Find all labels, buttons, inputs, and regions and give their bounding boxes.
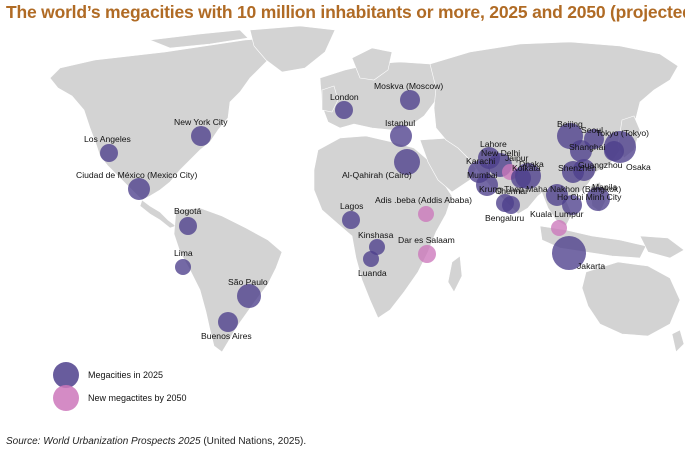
city-marker-bogota[interactable] <box>179 217 197 235</box>
city-label-los-angeles: Los Angeles <box>84 134 131 144</box>
land-scandinavia <box>351 47 393 81</box>
city-label-istanbul: Istanbul <box>385 118 415 128</box>
city-label-adis-beba-addis-ababa: Adis .beba (Addis Ababa) <box>375 195 472 205</box>
city-marker-shanghai[interactable] <box>570 140 592 162</box>
city-marker-kuala-lumpur[interactable] <box>551 220 567 236</box>
city-label-dar-es-salaam: Dar es Salaam <box>398 235 455 245</box>
city-label-osaka: Osaka <box>626 162 651 172</box>
city-label-manila: Manila <box>592 182 618 192</box>
city-marker-krung-thep-maha-nakhon-bangkok[interactable] <box>546 184 568 206</box>
city-label-karachi: Karachi <box>466 156 495 166</box>
city-marker-lagos[interactable] <box>342 211 360 229</box>
city-marker-manila[interactable] <box>586 187 610 211</box>
land-uk <box>321 85 339 113</box>
city-label-luanda: Luanda <box>358 268 387 278</box>
source-prefix: Source: World Urbanization Prospects 202… <box>6 436 201 447</box>
city-labels: London Moskva (Moscow) Istanbul New York Ci… <box>76 81 651 341</box>
map-title: The world’s megacities with 10 million i… <box>6 2 685 22</box>
city-label-lagos: Lagos <box>340 201 363 211</box>
land-central-america <box>139 199 177 229</box>
city-label-lahore: Lahore <box>480 139 507 149</box>
city-label-mumbai: Mumbai <box>467 170 498 180</box>
land-greenland <box>249 25 336 73</box>
city-marker-ho-chi-minh-city[interactable] <box>562 195 582 215</box>
city-label-sao-paulo: São Paulo <box>228 277 268 287</box>
city-label-dhaka: Dhaka <box>519 159 544 169</box>
city-label-kinshasa: Kinshasa <box>358 230 394 240</box>
city-label-london: London <box>330 92 359 102</box>
land-australia <box>581 261 681 337</box>
source-suffix: (United Nations, 2025). <box>200 436 307 447</box>
city-marker-dar-es-salaam[interactable] <box>418 245 436 263</box>
city-marker-istanbul[interactable] <box>390 125 412 147</box>
city-marker-sao-paulo[interactable] <box>237 284 261 308</box>
city-marker-new-york-city[interactable] <box>191 126 211 146</box>
city-label-jakarta: Jakarta <box>577 261 605 271</box>
city-marker-kinshasa[interactable] <box>369 239 385 255</box>
city-marker-los-angeles[interactable] <box>100 144 118 162</box>
city-marker-mumbai[interactable] <box>476 174 498 196</box>
land-new-zealand <box>671 329 685 353</box>
city-label-beijing: Beijing <box>557 119 583 129</box>
city-label-new-delhi: New Delhi <box>481 148 520 158</box>
legend-marker-2025 <box>53 362 79 388</box>
city-marker-guangzhou[interactable] <box>573 159 595 181</box>
city-marker-adis-beba-addis-ababa[interactable] <box>418 206 434 222</box>
legend: Megacities in 2025 New megactites by 205… <box>53 362 187 411</box>
land-madagascar <box>447 255 463 293</box>
city-label-shanghai: Shanghai <box>569 142 605 152</box>
city-marker-buenos-aires[interactable] <box>218 312 238 332</box>
city-label-ho-chi-minh-city: Ho Chi Minh City <box>557 192 622 202</box>
city-label-kolkata: Kolkata <box>512 163 541 173</box>
cities-layer: London Moskva (Moscow) Istanbul New York Ci… <box>76 81 651 341</box>
city-marker-osaka[interactable] <box>604 141 624 161</box>
city-label-buenos-aires: Buenos Aires <box>201 331 252 341</box>
city-marker-jakarta[interactable] <box>552 236 586 270</box>
city-marker-al-qahirah-cairo[interactable] <box>394 149 420 175</box>
city-marker-luanda[interactable] <box>363 251 379 267</box>
city-marker-kolkata[interactable] <box>511 168 531 188</box>
city-label-al-qahirah-cairo: Al-Qahirah (Cairo) <box>342 170 412 180</box>
city-label-bengaluru: Bengaluru <box>485 213 524 223</box>
city-marker-london[interactable] <box>335 101 353 119</box>
land-new-guinea <box>639 235 685 259</box>
legend-label-2025: Megacities in 2025 <box>88 370 163 380</box>
land-africa <box>313 135 453 319</box>
city-label-seoul: Seoul <box>581 125 603 135</box>
city-label-kuala-lumpur: Kuala Lumpur <box>530 209 584 219</box>
city-label-krung-thep-maha-nakhon-bangkok: Krung Thep Maha Nakhon (Bangkok) <box>479 184 621 194</box>
land-arctic-islands <box>149 29 249 49</box>
city-label-shenzhen: Shenzhen <box>558 163 597 173</box>
city-label-chennai: Chennai <box>495 186 527 196</box>
city-label-ciudad-de-mexico-mexico-city: Ciudad de México (Mexico City) <box>76 170 197 180</box>
source-note: Source: World Urbanization Prospects 202… <box>6 436 306 447</box>
city-marker-lima[interactable] <box>175 259 191 275</box>
city-marker-ciudad-de-mexico-mexico-city[interactable] <box>128 178 150 200</box>
city-label-moskva-moscow: Moskva (Moscow) <box>374 81 443 91</box>
city-marker-bengaluru[interactable] <box>502 196 520 214</box>
city-label-jaipur: Jaipur <box>505 153 529 163</box>
legend-label-2050: New megactites by 2050 <box>88 393 187 403</box>
city-label-tokyo-tokyo: Tokyo (Tokyo) <box>596 128 649 138</box>
city-label-new-york-city: New York City <box>174 117 228 127</box>
city-marker-moskva-moscow[interactable] <box>400 90 420 110</box>
city-label-guangzhou: Guangzhou <box>578 160 623 170</box>
city-label-lima: Lima <box>174 248 193 258</box>
legend-marker-2050 <box>53 385 79 411</box>
city-label-bogota: Bogotá <box>174 206 201 216</box>
